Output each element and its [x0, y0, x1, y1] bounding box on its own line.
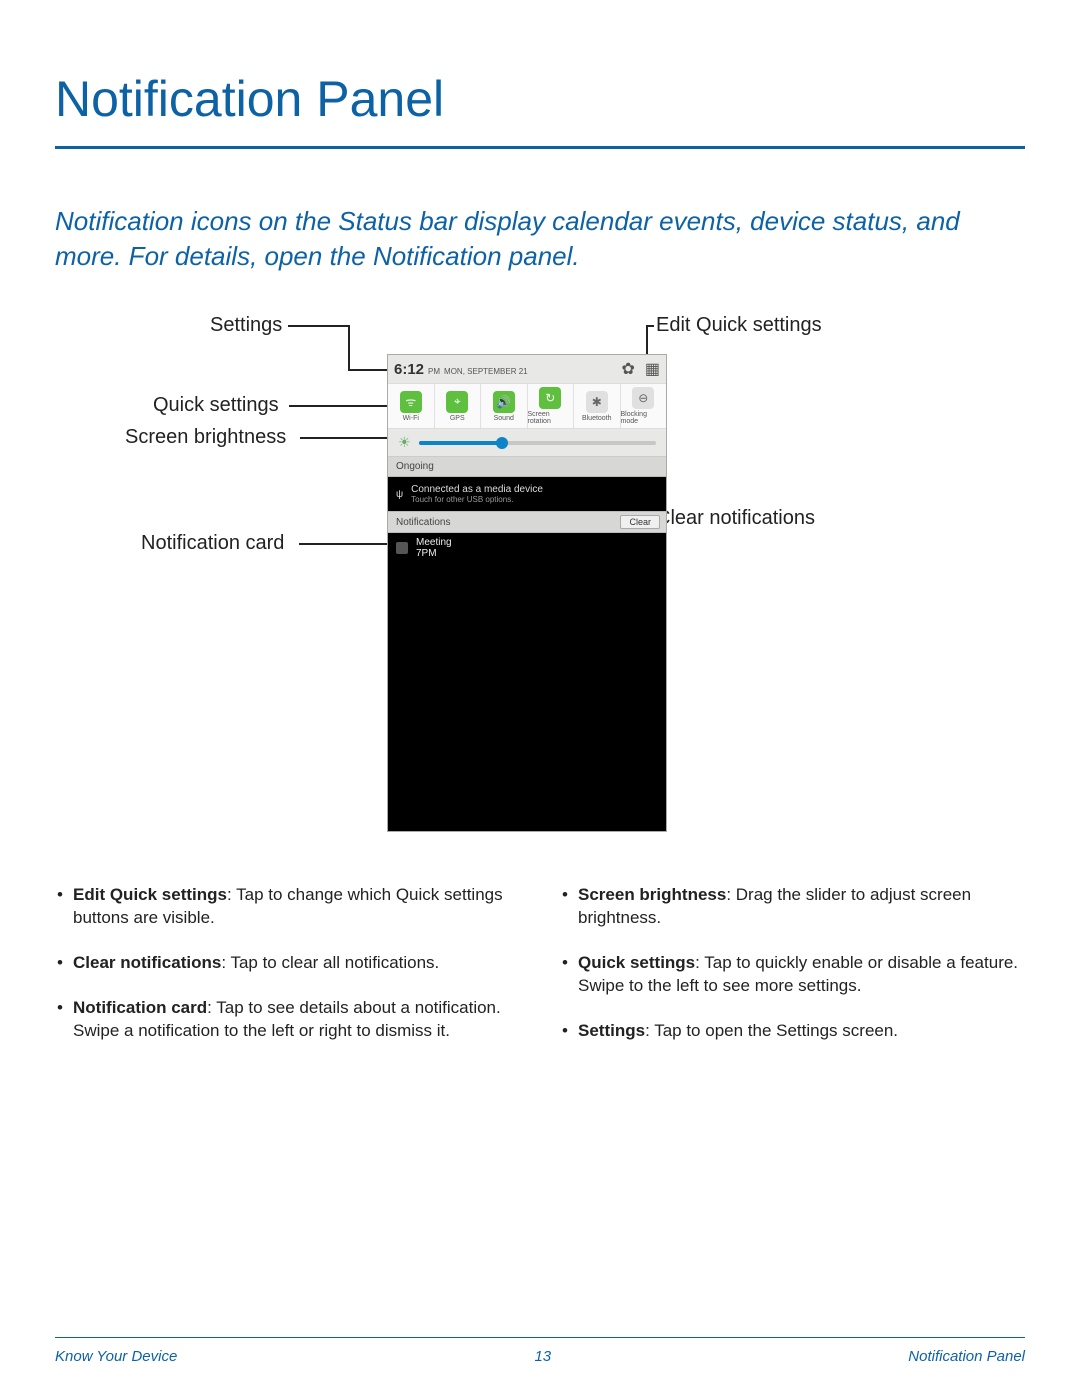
quick-setting-label: GPS: [450, 415, 465, 422]
quick-setting-tile[interactable]: ↻ Screen rotation: [528, 384, 575, 428]
leader-line: [288, 325, 348, 327]
intro-text: Notification icons on the Status bar dis…: [55, 204, 1025, 274]
phone-screenshot: 6:12 PM MON, SEPTEMBER 21 ✿ ▦ ᯤ Wi-Fi ⌖ GPS…: [387, 354, 667, 832]
quick-setting-icon: ↻: [539, 387, 561, 409]
quick-setting-tile[interactable]: ᯤ Wi-Fi: [388, 384, 435, 428]
footer-left: Know Your Device: [55, 1348, 177, 1365]
ongoing-title: Connected as a media device: [411, 484, 543, 495]
brightness-icon: ☀: [398, 434, 411, 451]
gear-icon[interactable]: ✿: [621, 359, 634, 379]
quick-setting-label: Bluetooth: [582, 415, 612, 422]
quick-setting-label: Sound: [494, 415, 514, 422]
notifications-header: Notifications: [396, 517, 450, 528]
ongoing-notification[interactable]: ψ Connected as a media device Touch for …: [388, 477, 666, 511]
description-list-left: Edit Quick settings: Tap to change which…: [55, 884, 520, 1043]
ongoing-header: Ongoing: [388, 457, 666, 477]
description-item: Quick settings: Tap to quickly enable or…: [560, 952, 1025, 998]
description-list-right: Screen brightness: Drag the slider to ad…: [560, 884, 1025, 1043]
quick-setting-icon: ✱: [586, 391, 608, 413]
notification-time: 7PM: [416, 548, 452, 559]
footer-page-number: 13: [534, 1348, 551, 1365]
grid-icon[interactable]: ▦: [645, 359, 660, 379]
description-item: Screen brightness: Drag the slider to ad…: [560, 884, 1025, 930]
callout-clear-notifications: Clear notifications: [656, 507, 815, 530]
title-rule: [55, 146, 1025, 149]
callout-notification-card: Notification card: [141, 532, 284, 555]
description-item: Notification card: Tap to see details ab…: [55, 997, 520, 1043]
page-title: Notification Panel: [55, 70, 1025, 128]
callout-edit-quick: Edit Quick settings: [656, 314, 822, 337]
description-item: Settings: Tap to open the Settings scree…: [560, 1020, 1025, 1043]
status-time: 6:12: [394, 361, 424, 378]
clear-button[interactable]: Clear: [620, 515, 660, 529]
quick-setting-icon: 🔊: [493, 391, 515, 413]
leader-line: [289, 405, 389, 407]
quick-setting-icon: ⌖: [446, 391, 468, 413]
description-item: Clear notifications: Tap to clear all no…: [55, 952, 520, 975]
page-footer: Know Your Device 13 Notification Panel: [55, 1337, 1025, 1365]
leader-line: [300, 437, 389, 439]
notification-card[interactable]: Meeting 7PM: [388, 533, 666, 563]
ongoing-subtitle: Touch for other USB options.: [411, 495, 543, 504]
status-ampm: PM: [428, 367, 440, 376]
callout-settings: Settings: [210, 314, 282, 337]
leader-line: [299, 543, 389, 545]
callout-quick-settings: Quick settings: [153, 394, 279, 417]
quick-setting-icon: ⊖: [632, 387, 654, 409]
status-date: MON, SEPTEMBER 21: [444, 367, 528, 376]
notification-title: Meeting: [416, 537, 452, 548]
footer-right: Notification Panel: [908, 1348, 1025, 1365]
notification-empty-area: [388, 563, 666, 831]
calendar-icon: [396, 542, 408, 554]
quick-setting-tile[interactable]: 🔊 Sound: [481, 384, 528, 428]
quick-setting-tile[interactable]: ✱ Bluetooth: [574, 384, 621, 428]
quick-setting-label: Wi-Fi: [403, 415, 419, 422]
diagram: Settings Edit Quick settings Quick setti…: [55, 314, 1025, 854]
quick-settings-row: ᯤ Wi-Fi ⌖ GPS 🔊 Sound ↻ Screen rotation ✱ Bluetoo…: [388, 383, 666, 429]
quick-setting-label: Blocking mode: [621, 411, 667, 425]
quick-setting-tile[interactable]: ⊖ Blocking mode: [621, 384, 667, 428]
brightness-slider[interactable]: [419, 441, 656, 445]
status-bar: 6:12 PM MON, SEPTEMBER 21 ✿ ▦: [388, 355, 666, 383]
leader-line: [646, 325, 654, 327]
description-columns: Edit Quick settings: Tap to change which…: [55, 884, 1025, 1065]
usb-icon: ψ: [396, 489, 403, 500]
callout-screen-brightness: Screen brightness: [125, 426, 286, 449]
notifications-header-row: Notifications Clear: [388, 511, 666, 533]
description-item: Edit Quick settings: Tap to change which…: [55, 884, 520, 930]
leader-line: [348, 325, 350, 369]
brightness-row: ☀: [388, 429, 666, 457]
quick-setting-tile[interactable]: ⌖ GPS: [435, 384, 482, 428]
quick-setting-icon: ᯤ: [400, 391, 422, 413]
quick-setting-label: Screen rotation: [528, 411, 574, 425]
